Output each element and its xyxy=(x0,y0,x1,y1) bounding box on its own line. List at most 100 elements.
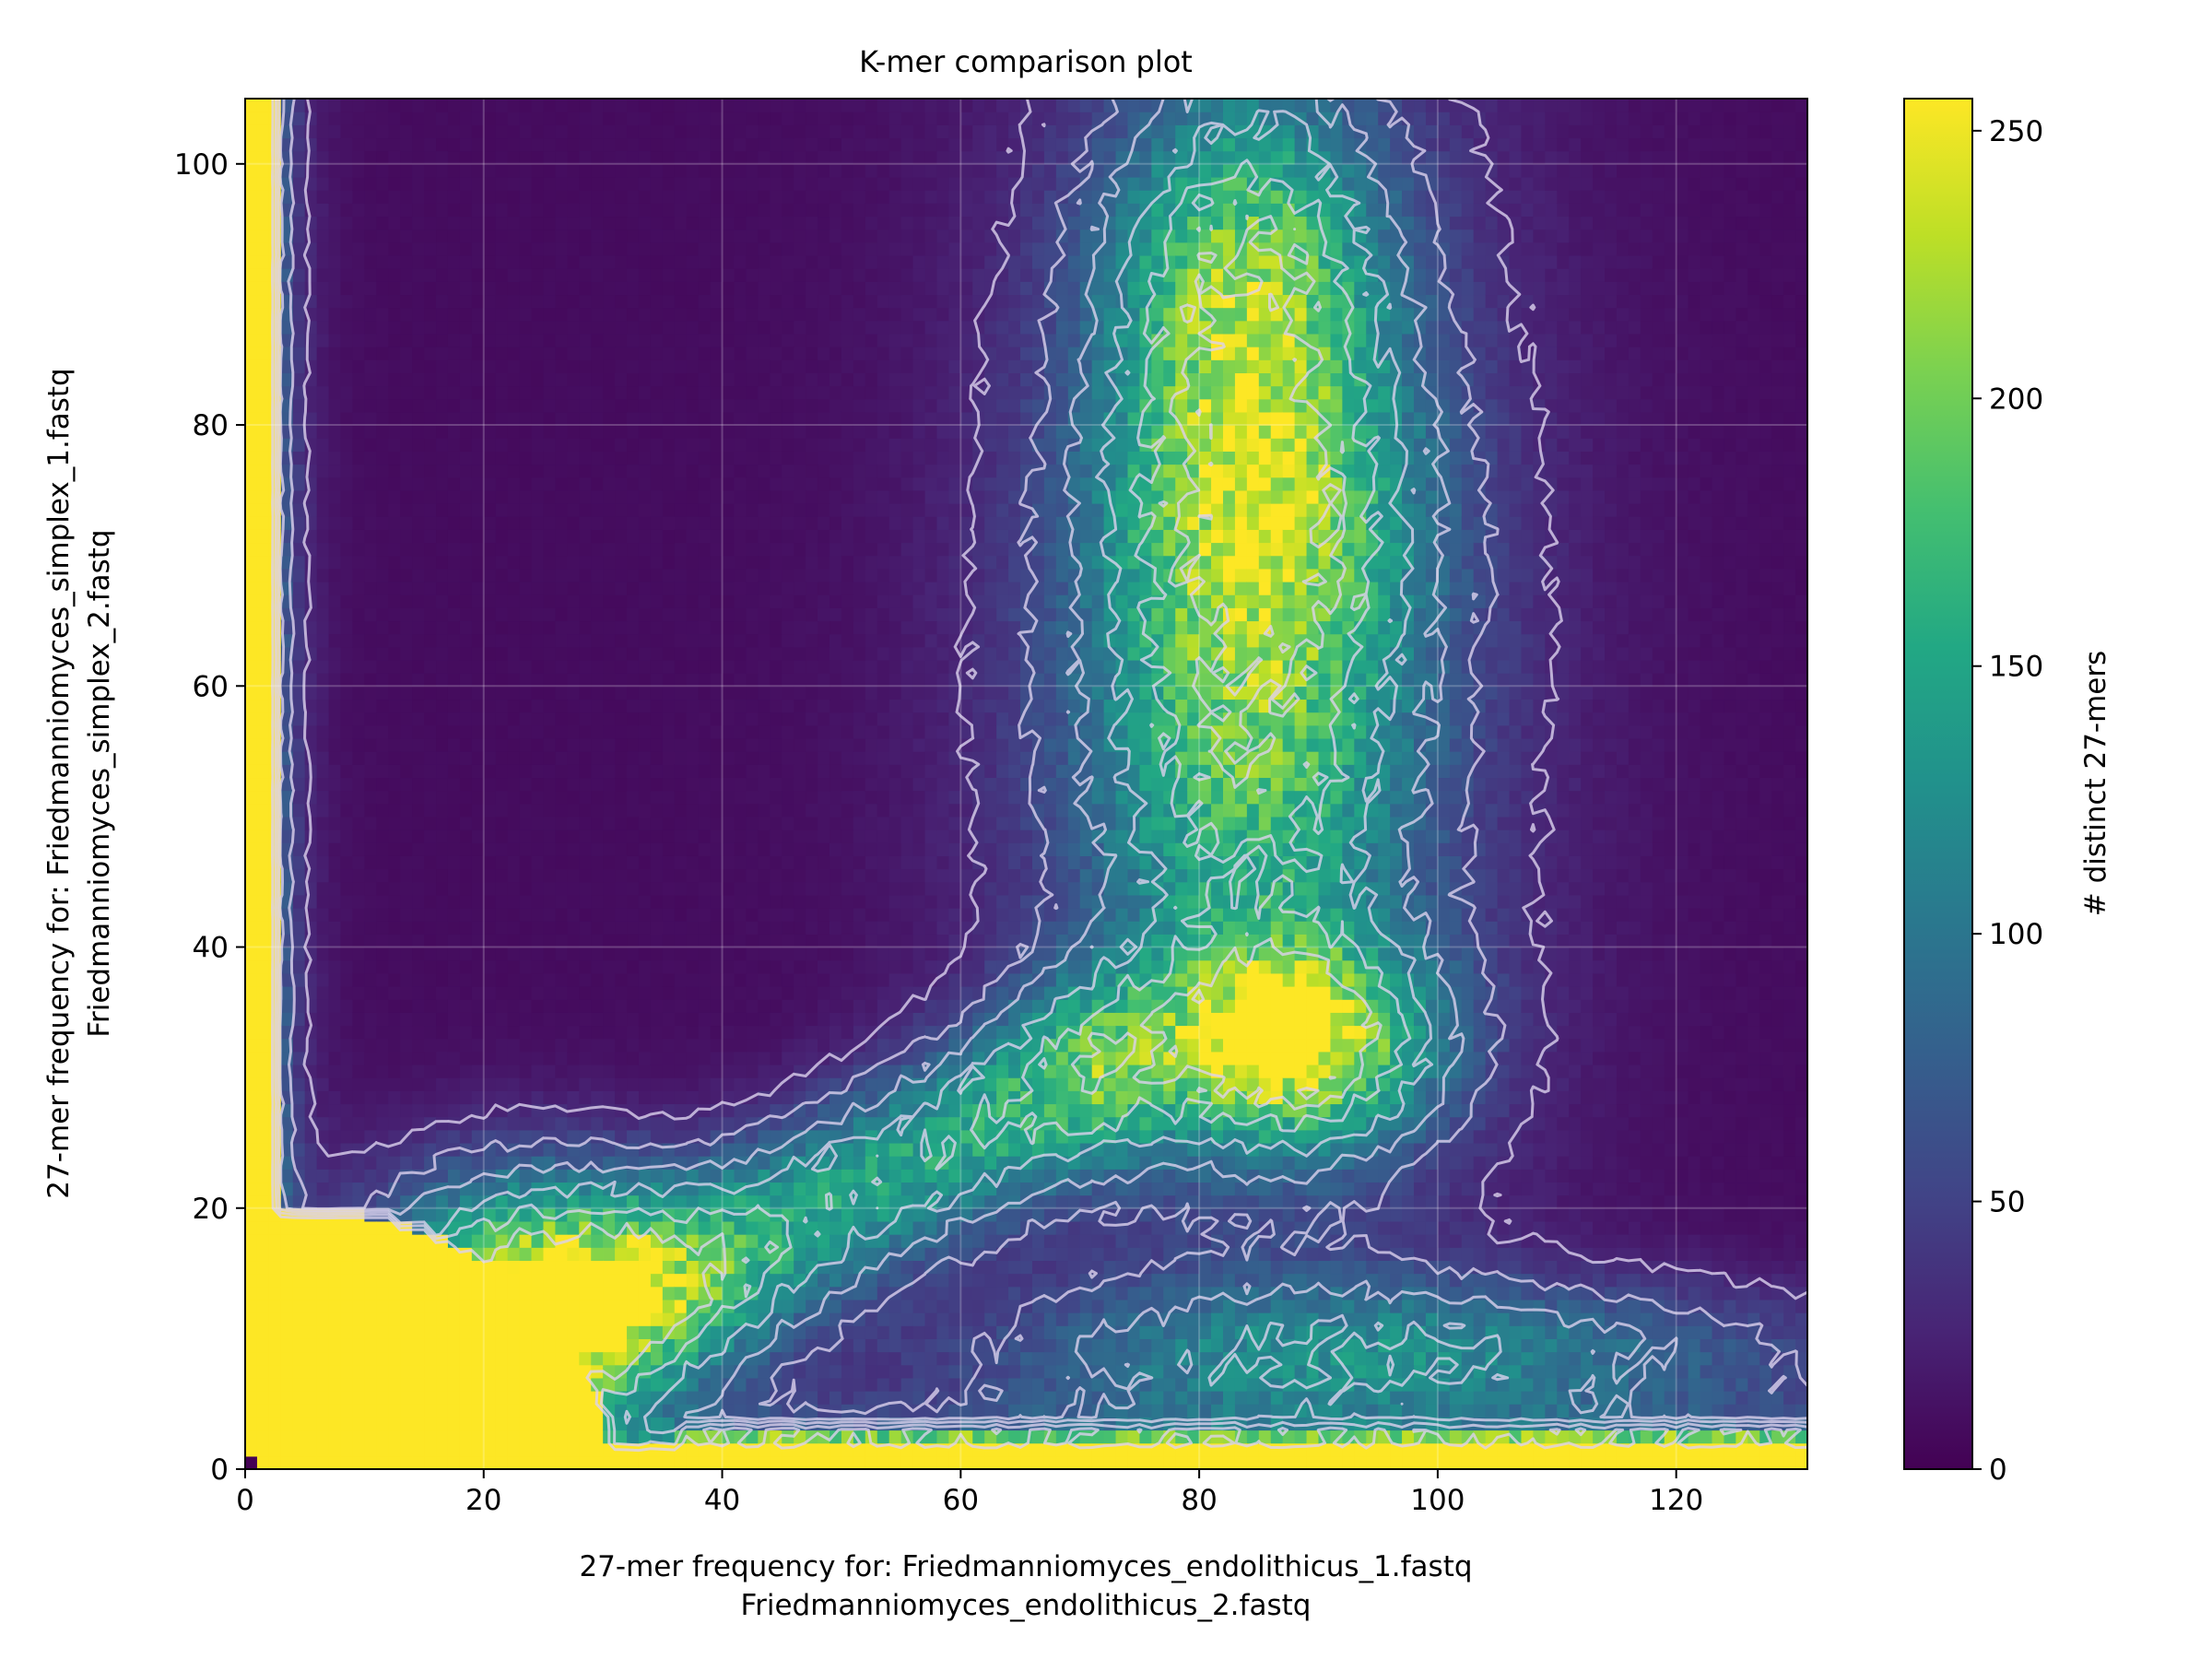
heatmap-cell xyxy=(603,425,616,439)
heatmap-cell xyxy=(293,607,306,621)
heatmap-cell xyxy=(543,151,556,165)
heatmap-cell xyxy=(746,1026,759,1040)
heatmap-cell xyxy=(746,177,759,191)
heatmap-cell xyxy=(711,281,724,295)
heatmap-cell xyxy=(388,1117,401,1131)
heatmap-cell xyxy=(376,738,389,752)
heatmap-cell xyxy=(615,268,628,282)
heatmap-cell xyxy=(699,399,712,413)
heatmap-cell xyxy=(400,1103,413,1117)
heatmap-cell xyxy=(329,321,342,335)
heatmap-cell xyxy=(257,451,270,465)
heatmap-cell xyxy=(329,725,342,739)
heatmap-cell xyxy=(746,777,759,791)
heatmap-cell xyxy=(436,1130,449,1144)
heatmap-cell xyxy=(508,151,521,165)
heatmap-cell xyxy=(424,425,437,439)
heatmap-cell xyxy=(460,855,473,869)
heatmap-cell xyxy=(543,817,556,830)
heatmap-cell xyxy=(352,1300,365,1313)
heatmap-cell xyxy=(735,1012,747,1026)
heatmap-cell xyxy=(591,425,604,439)
heatmap-cell xyxy=(639,516,652,530)
heatmap-cell xyxy=(699,190,712,204)
heatmap-cell xyxy=(484,281,497,295)
heatmap-cell xyxy=(496,190,509,204)
heatmap-cell xyxy=(746,712,759,726)
heatmap-cell xyxy=(245,1221,258,1235)
heatmap-cell xyxy=(245,1103,258,1117)
heatmap-cell xyxy=(520,1234,533,1248)
heatmap-cell xyxy=(770,1221,782,1235)
heatmap-cell xyxy=(448,477,461,491)
heatmap-cell xyxy=(448,268,461,282)
heatmap-cell xyxy=(341,1247,354,1261)
heatmap-cell xyxy=(484,1287,497,1300)
heatmap-cell xyxy=(293,908,306,922)
heatmap-cell xyxy=(591,1325,604,1339)
heatmap-cell xyxy=(400,268,413,282)
heatmap-cell xyxy=(711,1039,724,1053)
heatmap-cell xyxy=(436,1312,449,1326)
heatmap-cell xyxy=(341,1300,354,1313)
heatmap-cell xyxy=(508,804,521,818)
heatmap-cell xyxy=(520,686,533,700)
heatmap-cell xyxy=(329,842,342,856)
heatmap-cell xyxy=(388,203,401,217)
heatmap-cell xyxy=(496,673,509,687)
heatmap-cell xyxy=(257,490,270,504)
heatmap-cell xyxy=(317,1182,330,1195)
heatmap-cell xyxy=(615,242,628,256)
heatmap-cell xyxy=(711,308,724,322)
heatmap-cell xyxy=(508,647,521,661)
heatmap-cell xyxy=(532,164,545,178)
heatmap-cell xyxy=(687,594,700,608)
heatmap-cell xyxy=(388,465,401,478)
heatmap-cell xyxy=(293,334,306,347)
heatmap-cell xyxy=(735,490,747,504)
heatmap-cell xyxy=(341,386,354,400)
heatmap-cell xyxy=(735,660,747,674)
heatmap-cell xyxy=(341,620,354,634)
heatmap-cell xyxy=(341,556,354,570)
heatmap-cell xyxy=(472,1430,485,1444)
heatmap-cell xyxy=(460,216,473,229)
heatmap-cell xyxy=(532,1012,545,1026)
heatmap-cell xyxy=(627,1312,640,1326)
heatmap-cell xyxy=(460,1077,473,1091)
heatmap-cell xyxy=(651,934,664,947)
heatmap-cell xyxy=(305,1456,318,1470)
heatmap-cell xyxy=(723,1169,735,1182)
heatmap-cell xyxy=(496,399,509,413)
heatmap-cell xyxy=(627,986,640,1000)
heatmap-cell xyxy=(579,1404,592,1418)
heatmap-cell xyxy=(699,543,712,557)
heatmap-cell xyxy=(555,151,568,165)
heatmap-cell xyxy=(770,1404,782,1418)
heatmap-cell xyxy=(532,543,545,557)
heatmap-cell xyxy=(770,1456,782,1470)
heatmap-cell xyxy=(364,1456,377,1470)
heatmap-cell xyxy=(460,438,473,452)
heatmap-cell xyxy=(245,543,258,557)
heatmap-cell xyxy=(723,738,735,752)
heatmap-cell xyxy=(615,1130,628,1144)
heatmap-cell xyxy=(687,308,700,322)
heatmap-cell xyxy=(723,124,735,138)
heatmap-cell xyxy=(424,673,437,687)
heatmap-cell xyxy=(675,725,688,739)
heatmap-cell xyxy=(699,908,712,922)
heatmap-cell xyxy=(317,112,330,125)
heatmap-cell xyxy=(555,1365,568,1379)
heatmap-cell xyxy=(364,855,377,869)
heatmap-cell xyxy=(687,1052,700,1065)
heatmap-cell xyxy=(520,647,533,661)
heatmap-cell xyxy=(520,1208,533,1222)
heatmap-cell xyxy=(543,712,556,726)
heatmap-cell xyxy=(388,673,401,687)
heatmap-cell xyxy=(723,151,735,165)
heatmap-cell xyxy=(543,543,556,557)
heatmap-cell xyxy=(711,268,724,282)
heatmap-cell xyxy=(699,921,712,935)
heatmap-cell xyxy=(627,216,640,229)
